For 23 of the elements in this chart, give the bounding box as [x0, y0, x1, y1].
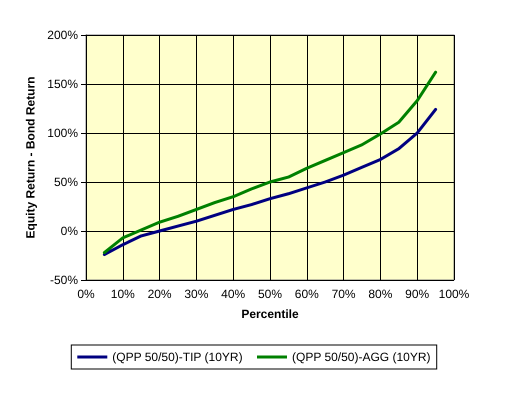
x-tick-label: 10%	[110, 287, 136, 301]
x-tick-label: 70%	[332, 287, 356, 301]
y-tick-label: 200%	[47, 28, 78, 42]
x-tick-label: 90%	[405, 287, 430, 301]
line-series	[102, 108, 438, 256]
y-tick-label: 100%	[47, 126, 78, 140]
y-axis-title: Equity Return - Bond Return	[23, 76, 38, 238]
x-tick-label: 80%	[368, 287, 393, 301]
x-axis-title: Percentile	[241, 307, 299, 321]
y-tick-label: -50%	[50, 273, 78, 287]
y-tick-label: 50%	[54, 175, 78, 189]
x-tick-label: 30%	[184, 287, 209, 301]
x-tick-label: 100%	[438, 287, 470, 301]
line-series	[102, 70, 438, 254]
x-tick-label: 60%	[294, 287, 320, 301]
x-tick-label: 20%	[148, 287, 172, 301]
y-tick-label: 0%	[60, 224, 78, 238]
x-tick-label: 0%	[77, 287, 95, 301]
y-tick-label: 150%	[47, 77, 78, 91]
x-tick-label: 40%	[221, 287, 246, 301]
x-tick-label: 50%	[258, 287, 282, 301]
legend-label: (QPP 50/50)-AGG (10YR)	[292, 350, 430, 364]
legend-label: (QPP 50/50)-TIP (10YR)	[112, 350, 243, 364]
